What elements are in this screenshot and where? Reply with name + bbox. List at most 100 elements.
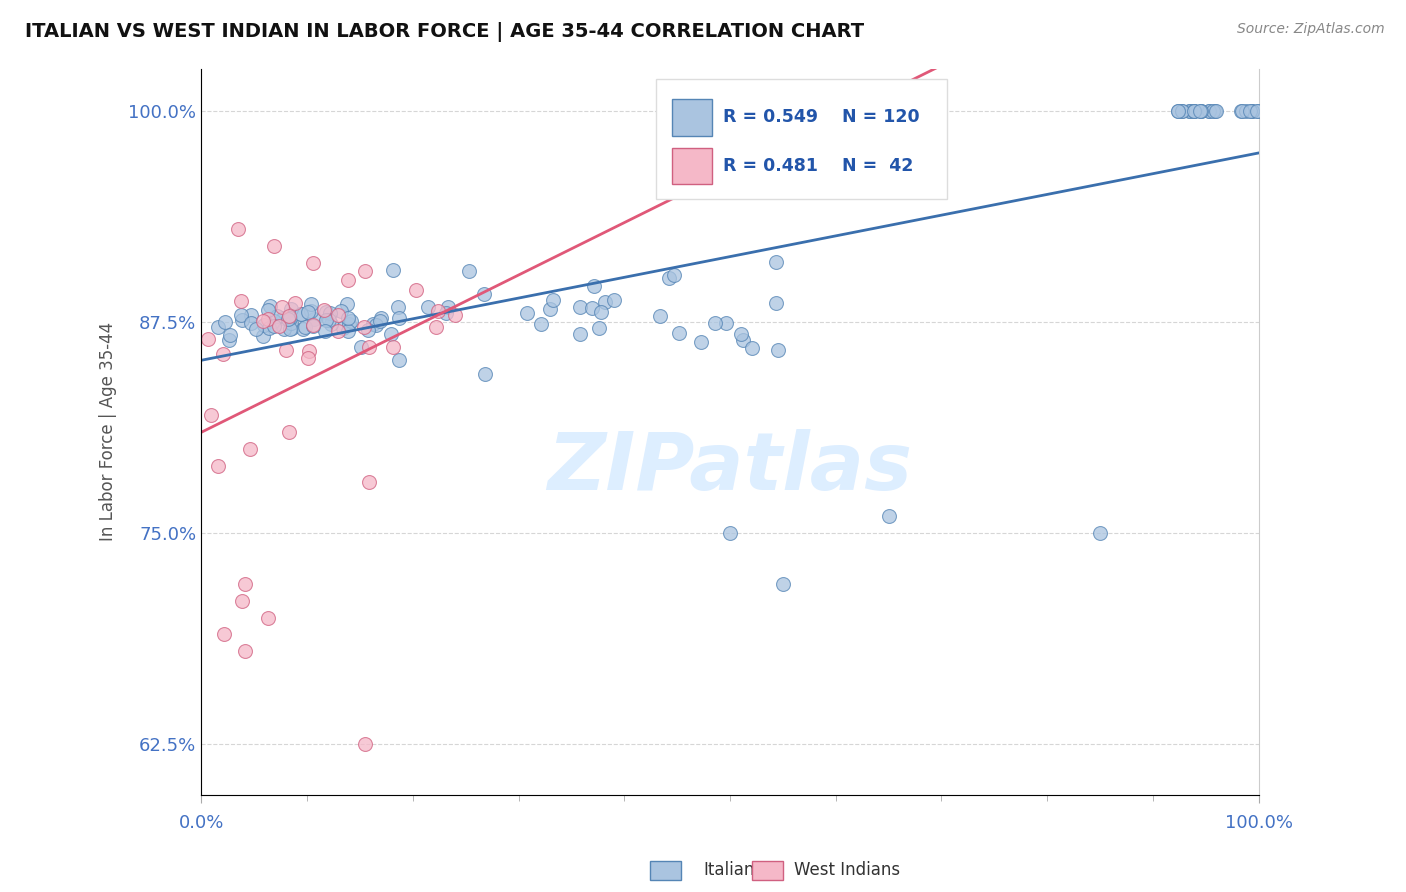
Point — [319, 317, 342, 331]
Point — [731, 333, 754, 347]
Point — [263, 239, 285, 253]
Point — [765, 255, 787, 269]
Point — [312, 302, 335, 317]
Point — [200, 408, 222, 422]
Point — [427, 304, 450, 318]
Point — [269, 318, 291, 333]
Point — [252, 313, 274, 327]
Point — [233, 644, 256, 658]
Point — [214, 316, 236, 330]
Point — [1188, 103, 1211, 118]
Point — [668, 326, 690, 340]
Point — [273, 322, 295, 336]
Point — [1234, 103, 1257, 118]
Point — [1182, 103, 1205, 118]
Point — [280, 316, 302, 330]
Point — [299, 297, 322, 311]
Point — [714, 316, 737, 330]
Point — [302, 256, 325, 270]
Point — [290, 307, 312, 321]
Point — [337, 273, 360, 287]
Point — [416, 300, 439, 314]
Point — [340, 313, 363, 327]
Text: R = 0.549    N = 120: R = 0.549 N = 120 — [723, 108, 920, 127]
Point — [741, 341, 763, 355]
Point — [298, 343, 321, 358]
Point — [304, 311, 326, 326]
Point — [271, 300, 294, 314]
Point — [581, 301, 603, 316]
Point — [877, 509, 900, 524]
Point — [370, 314, 392, 328]
Point — [350, 340, 373, 354]
Point — [582, 279, 605, 293]
Point — [329, 304, 352, 318]
Point — [588, 320, 610, 334]
Point — [382, 340, 405, 354]
Point — [263, 314, 285, 328]
Point — [274, 343, 297, 357]
Point — [326, 324, 349, 338]
Point — [245, 322, 267, 336]
Text: ITALIAN VS WEST INDIAN IN LABOR FORCE | AGE 35-44 CORRELATION CHART: ITALIAN VS WEST INDIAN IN LABOR FORCE | … — [25, 22, 865, 42]
Point — [1088, 526, 1111, 541]
Point — [1246, 103, 1268, 118]
Point — [273, 310, 295, 325]
Point — [662, 268, 685, 282]
Point — [315, 313, 337, 327]
Point — [219, 328, 242, 343]
Point — [253, 318, 276, 333]
Point — [1189, 103, 1212, 118]
Point — [211, 347, 233, 361]
Point — [240, 309, 263, 323]
Point — [1182, 103, 1205, 118]
Point — [290, 307, 312, 321]
Point — [658, 271, 681, 285]
Point — [301, 318, 323, 333]
Point — [765, 296, 787, 310]
Point — [436, 305, 458, 319]
Point — [277, 425, 299, 439]
Point — [1170, 103, 1192, 118]
Point — [1167, 103, 1189, 118]
Point — [690, 334, 713, 349]
Point — [207, 458, 229, 473]
Point — [231, 312, 253, 326]
Point — [278, 314, 301, 328]
Point — [1167, 103, 1189, 118]
Point — [718, 526, 741, 541]
Point — [730, 326, 752, 341]
Point — [388, 352, 411, 367]
Point — [354, 264, 377, 278]
Point — [1239, 103, 1261, 118]
Point — [703, 316, 725, 330]
Point — [472, 286, 495, 301]
FancyBboxPatch shape — [657, 79, 946, 199]
Point — [444, 308, 467, 322]
Point — [292, 321, 315, 335]
Point — [388, 311, 411, 326]
Point — [332, 321, 354, 335]
Point — [252, 329, 274, 343]
Point — [772, 576, 794, 591]
Point — [543, 293, 565, 307]
Point — [278, 310, 301, 325]
Point — [1178, 103, 1201, 118]
Point — [1171, 103, 1194, 118]
Point — [314, 324, 336, 338]
Point — [266, 309, 288, 323]
Point — [235, 576, 257, 591]
Point — [1189, 103, 1212, 118]
Point — [297, 305, 319, 319]
Point — [540, 302, 562, 317]
Text: ZIPatlas: ZIPatlas — [547, 429, 912, 507]
Point — [1205, 103, 1227, 118]
Point — [197, 333, 219, 347]
Point — [457, 263, 479, 277]
Text: Source: ZipAtlas.com: Source: ZipAtlas.com — [1237, 22, 1385, 37]
Point — [359, 475, 381, 490]
Point — [231, 593, 253, 607]
Point — [1229, 103, 1251, 118]
Point — [278, 322, 301, 336]
Point — [294, 319, 316, 334]
